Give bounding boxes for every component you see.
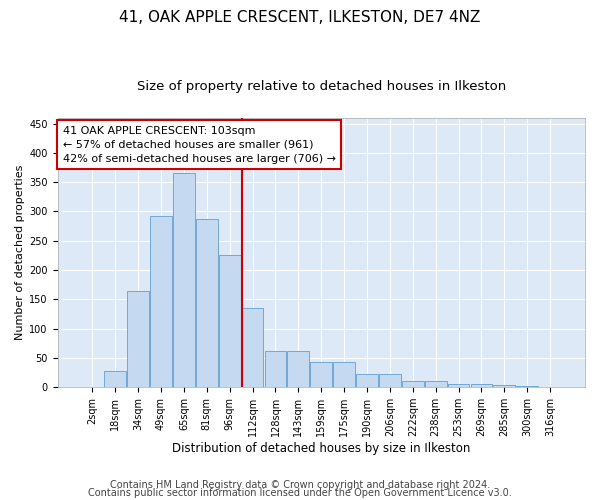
X-axis label: Distribution of detached houses by size in Ilkeston: Distribution of detached houses by size …	[172, 442, 470, 455]
Bar	[310, 362, 332, 387]
Bar	[265, 351, 286, 387]
Bar	[470, 384, 493, 387]
Bar	[82, 386, 103, 387]
Bar	[356, 374, 378, 387]
Bar	[539, 386, 561, 387]
Bar	[402, 381, 424, 387]
Text: Contains public sector information licensed under the Open Government Licence v3: Contains public sector information licen…	[88, 488, 512, 498]
Bar	[425, 381, 446, 387]
Bar	[104, 371, 126, 387]
Bar	[127, 290, 149, 387]
Bar	[333, 362, 355, 387]
Text: 41 OAK APPLE CRESCENT: 103sqm
← 57% of detached houses are smaller (961)
42% of : 41 OAK APPLE CRESCENT: 103sqm ← 57% of d…	[63, 126, 336, 164]
Text: Contains HM Land Registry data © Crown copyright and database right 2024.: Contains HM Land Registry data © Crown c…	[110, 480, 490, 490]
Text: 41, OAK APPLE CRESCENT, ILKESTON, DE7 4NZ: 41, OAK APPLE CRESCENT, ILKESTON, DE7 4N…	[119, 10, 481, 25]
Y-axis label: Number of detached properties: Number of detached properties	[15, 165, 25, 340]
Bar	[379, 374, 401, 387]
Bar	[517, 386, 538, 387]
Bar	[287, 351, 309, 387]
Bar	[173, 174, 195, 387]
Title: Size of property relative to detached houses in Ilkeston: Size of property relative to detached ho…	[137, 80, 506, 93]
Bar	[196, 219, 218, 387]
Bar	[219, 256, 241, 387]
Bar	[448, 384, 469, 387]
Bar	[493, 386, 515, 387]
Bar	[242, 308, 263, 387]
Bar	[150, 216, 172, 387]
